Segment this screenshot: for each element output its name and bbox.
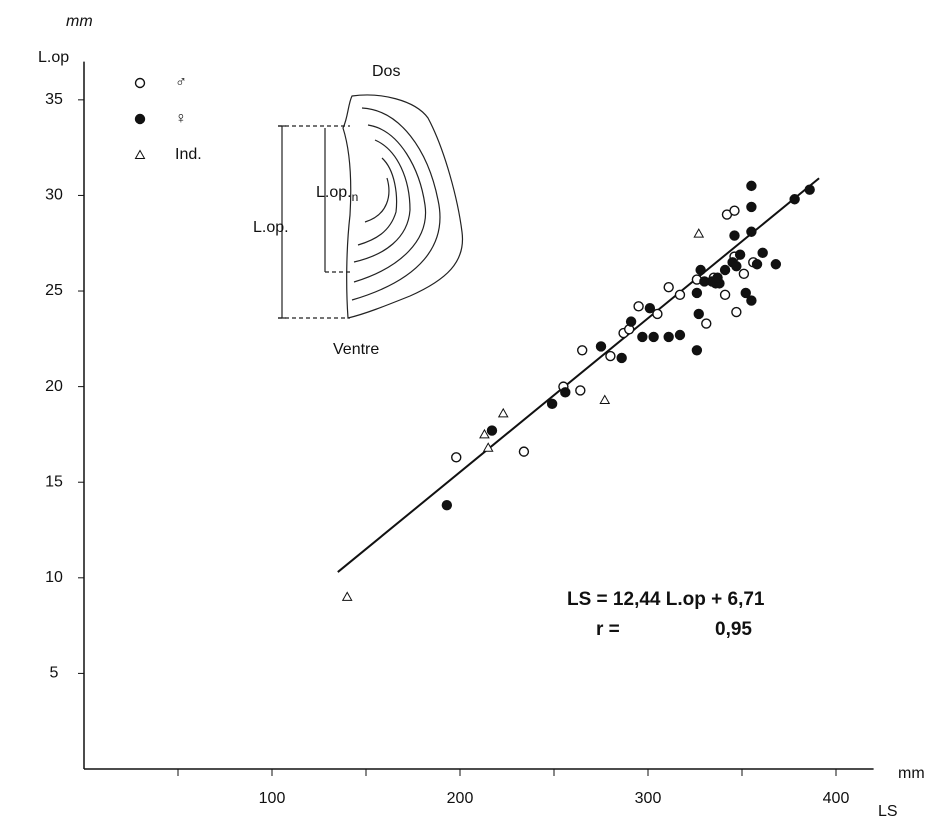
point bbox=[746, 201, 757, 213]
r-value: 0,95 bbox=[715, 619, 752, 640]
point bbox=[441, 499, 453, 511]
point bbox=[746, 295, 757, 306]
inset-inner-sub: n bbox=[352, 190, 359, 204]
point bbox=[482, 442, 494, 452]
point bbox=[648, 331, 659, 343]
y-tick-label: 15 bbox=[45, 473, 63, 490]
inset-top-label: Dos bbox=[372, 63, 400, 80]
x-tick-label: 100 bbox=[259, 790, 286, 807]
point bbox=[674, 329, 686, 341]
point bbox=[740, 287, 751, 299]
point bbox=[497, 407, 509, 418]
inset-outer-label: L.op. bbox=[253, 219, 289, 236]
point bbox=[663, 331, 674, 343]
point bbox=[644, 303, 656, 314]
point bbox=[731, 260, 742, 272]
inset-inner-text: L.op. bbox=[316, 184, 352, 201]
point bbox=[770, 259, 782, 270]
y-unit: mm bbox=[66, 13, 93, 30]
equation: LS = 12,44 L.op + 6,71 bbox=[567, 589, 765, 610]
inset-inner-label: L.op.n bbox=[316, 184, 358, 204]
point bbox=[746, 226, 757, 237]
point bbox=[731, 306, 742, 318]
inset-bottom-label: Ventre bbox=[333, 341, 379, 358]
point bbox=[729, 230, 740, 241]
y-tick-label: 25 bbox=[45, 282, 63, 299]
point bbox=[757, 247, 768, 258]
point bbox=[451, 452, 462, 463]
y-tick-label: 20 bbox=[45, 378, 63, 395]
y-tick-label: 10 bbox=[45, 569, 63, 586]
point bbox=[518, 446, 530, 457]
point bbox=[734, 249, 746, 260]
legend-label: ♀ bbox=[175, 110, 187, 127]
point bbox=[751, 259, 763, 270]
point bbox=[595, 341, 607, 352]
point bbox=[701, 318, 712, 329]
point bbox=[746, 180, 757, 192]
point bbox=[575, 385, 586, 396]
point bbox=[341, 591, 353, 601]
point bbox=[486, 425, 498, 436]
y-tick-label: 5 bbox=[50, 665, 59, 682]
legend-symbol bbox=[134, 113, 146, 125]
legend-symbol bbox=[134, 149, 146, 159]
point bbox=[719, 264, 731, 276]
fit-line bbox=[337, 177, 820, 573]
point bbox=[691, 345, 703, 356]
point bbox=[719, 289, 731, 301]
point bbox=[691, 287, 703, 299]
point bbox=[663, 282, 674, 293]
y-tick-label: 35 bbox=[45, 91, 63, 108]
y-axis-label: L.op bbox=[38, 49, 69, 66]
x-unit: mm bbox=[898, 765, 925, 782]
point bbox=[789, 194, 800, 205]
r-label: r = bbox=[596, 619, 620, 640]
point bbox=[625, 316, 637, 327]
legend-symbol bbox=[134, 77, 146, 89]
legend-label: ♂ bbox=[175, 74, 187, 91]
point bbox=[605, 350, 616, 362]
x-tick-label: 300 bbox=[635, 790, 662, 807]
point bbox=[652, 308, 663, 320]
point bbox=[712, 272, 723, 283]
point bbox=[599, 394, 611, 405]
point bbox=[738, 268, 750, 280]
legend-label: Ind. bbox=[175, 146, 202, 163]
point bbox=[637, 331, 648, 343]
inset-diagram bbox=[278, 94, 464, 319]
point bbox=[804, 184, 815, 195]
point bbox=[693, 228, 705, 238]
point bbox=[479, 428, 490, 439]
point bbox=[560, 387, 571, 398]
point bbox=[729, 205, 740, 216]
x-tick-label: 400 bbox=[823, 790, 850, 807]
x-axis-label: LS bbox=[878, 803, 898, 820]
point bbox=[695, 264, 706, 276]
x-tick-label: 200 bbox=[447, 790, 474, 807]
y-tick-label: 30 bbox=[45, 187, 63, 204]
point bbox=[693, 308, 704, 320]
point bbox=[674, 289, 686, 301]
point bbox=[546, 398, 558, 410]
point bbox=[633, 301, 644, 312]
point bbox=[577, 345, 588, 356]
point bbox=[616, 352, 627, 364]
